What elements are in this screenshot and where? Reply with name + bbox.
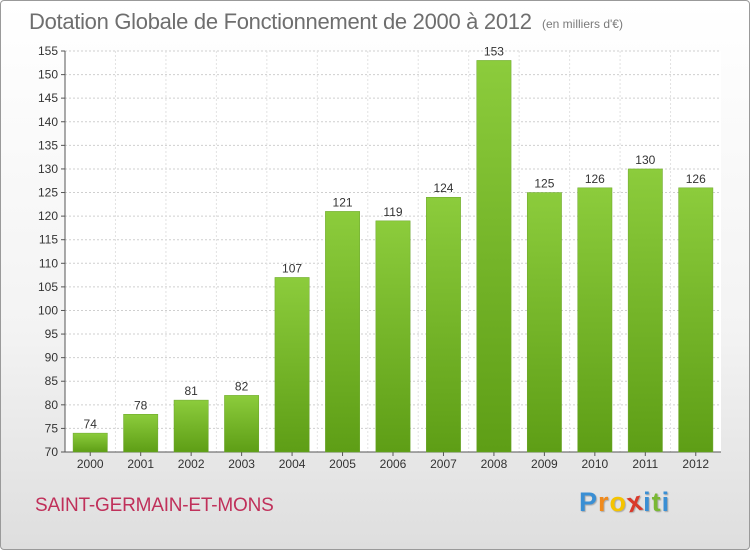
bar-2001 [123, 414, 159, 453]
y-tick-label: 90 [45, 351, 59, 365]
x-tick-label-2006: 2006 [380, 457, 407, 471]
x-tick-label-2004: 2004 [279, 457, 306, 471]
data-label-2007: 124 [433, 181, 453, 195]
logo-letter: i [643, 487, 652, 517]
logo-letter: i [661, 487, 671, 517]
y-tick-label: 115 [39, 233, 58, 247]
y-tick-label: 140 [38, 115, 58, 129]
x-tick-label-2003: 2003 [228, 457, 255, 471]
y-tick-label: 150 [38, 68, 58, 82]
x-tick-label-2001: 2001 [127, 457, 154, 471]
y-tick-label: 85 [45, 374, 59, 388]
bar-2005 [325, 211, 360, 453]
data-label-2004: 107 [282, 261, 302, 275]
data-label-2002: 81 [184, 384, 198, 398]
data-label-2000: 74 [84, 417, 98, 431]
x-tick-label-2011: 2011 [632, 457, 658, 471]
y-tick-label: 105 [38, 280, 58, 294]
y-tick-label: 145 [38, 91, 58, 105]
y-tick-label: 70 [45, 445, 59, 459]
x-tick-label-2008: 2008 [481, 457, 508, 471]
labels: 70 75 80 85 90 95 100 105 110 115 120 125 130 135 140 1… [38, 44, 709, 471]
data-label-2011: 130 [635, 153, 655, 167]
data-label-2003: 82 [235, 379, 249, 393]
data-label-2006: 119 [383, 205, 402, 219]
logo-letter: r [598, 487, 610, 517]
x-tick-label-2009: 2009 [531, 457, 558, 471]
bar-2009 [526, 192, 562, 453]
data-label-2010: 126 [585, 172, 605, 186]
data-label-2005: 121 [333, 195, 353, 209]
y-tick-label: 130 [38, 162, 58, 176]
bar-2010 [577, 187, 613, 453]
x-tick-label-2005: 2005 [329, 457, 356, 471]
x-tick-label-2010: 2010 [581, 457, 608, 471]
y-tick-label: 95 [45, 327, 59, 341]
y-tick-label: 75 [45, 421, 59, 435]
bar-2006 [375, 220, 411, 453]
x-tick-label-2007: 2007 [430, 457, 457, 471]
commune-name: SAINT-GERMAIN-ET-MONS [35, 495, 274, 516]
y-tick-label: 155 [38, 44, 58, 58]
x-tick-label-2000: 2000 [77, 457, 104, 471]
logo-letter: P [579, 487, 599, 517]
bar-2000 [72, 432, 108, 453]
bar-2008 [476, 60, 512, 453]
bar-2012 [678, 187, 714, 453]
y-tick-label: 125 [38, 186, 58, 200]
bar-2007 [426, 196, 461, 453]
bar-2004 [274, 277, 310, 453]
logo-letter: t [651, 487, 662, 517]
y-tick-label: 80 [45, 398, 59, 412]
bar-2011 [627, 168, 663, 453]
data-label-2001: 78 [134, 398, 148, 412]
chart-unit-note: (en milliers d'€) [542, 17, 623, 31]
data-label-2009: 125 [534, 177, 554, 191]
y-tick-label: 110 [39, 256, 58, 270]
proxiti-logo: Proxiti [579, 486, 671, 519]
logo-letter: o [609, 487, 628, 517]
y-tick-label: 120 [38, 209, 58, 223]
bar-2003 [224, 395, 260, 453]
x-tick-label-2002: 2002 [178, 457, 205, 471]
y-tick-label: 135 [38, 138, 58, 152]
data-label-2008: 153 [484, 44, 504, 58]
bars [72, 60, 714, 453]
x-tick-label-2012: 2012 [682, 457, 709, 471]
chart-title: Dotation Globale de Fonctionnement de 20… [29, 9, 532, 34]
data-label-2012: 126 [686, 172, 706, 186]
y-tick-label: 100 [38, 303, 58, 317]
bar-2002 [173, 399, 209, 453]
